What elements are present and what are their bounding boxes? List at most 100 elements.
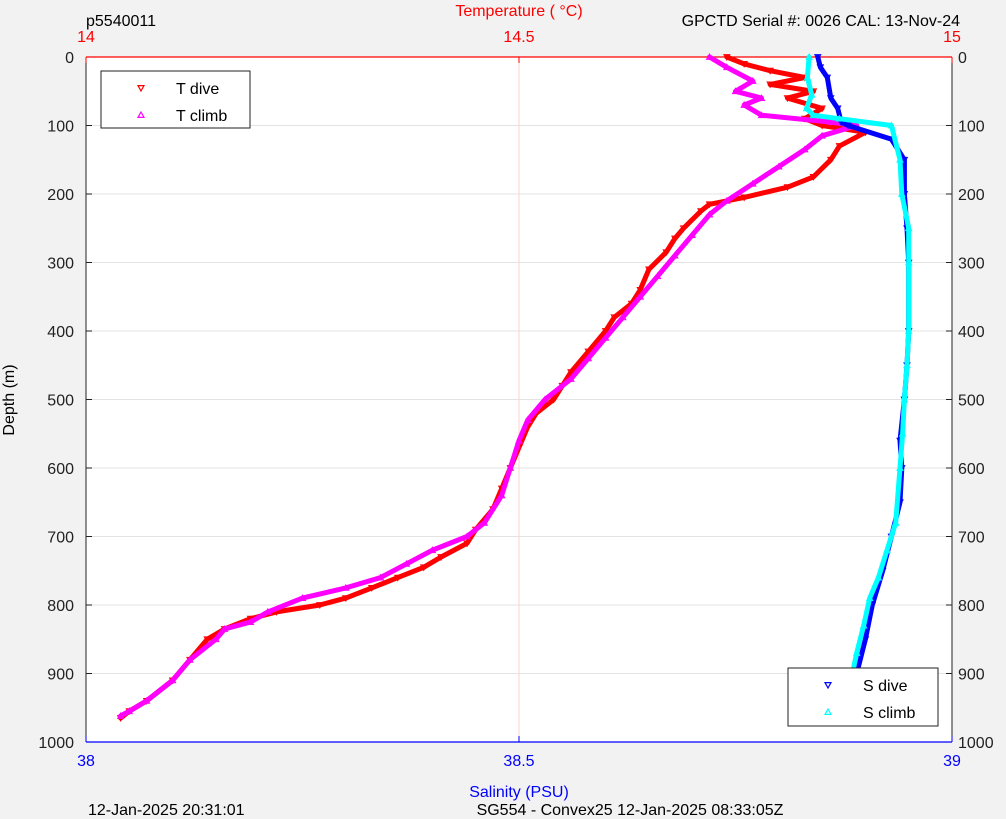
legend-marker	[136, 110, 146, 118]
data-point-t-climb	[748, 179, 757, 187]
data-point-s-dive	[900, 156, 909, 164]
y-tick-label-right: 600	[958, 461, 985, 478]
data-point-t-climb	[246, 618, 255, 626]
data-point-t-climb	[567, 374, 575, 382]
bottom-tick-label: 39	[943, 753, 961, 770]
data-point-t-climb	[748, 76, 757, 84]
data-point-t-climb	[653, 272, 662, 280]
data-series	[116, 52, 913, 723]
data-point-t-dive	[740, 60, 749, 68]
data-point-s-climb	[874, 573, 883, 581]
data-point-t-dive	[783, 184, 792, 192]
y-tick-label-left: 0	[65, 50, 74, 67]
data-point-t-dive	[645, 266, 653, 274]
bottom-tick-label: 38.5	[503, 753, 534, 770]
data-point-t-dive	[203, 636, 212, 644]
data-point-t-dive	[783, 95, 792, 103]
data-point-t-climb	[722, 63, 731, 71]
data-point-t-climb	[186, 655, 194, 663]
bottom-tick-label: 38	[77, 753, 95, 770]
legend-box	[100, 70, 251, 129]
y-tick-label-left: 700	[47, 530, 74, 547]
y-tick-label-right: 500	[958, 393, 985, 410]
y-tick-label-left: 600	[47, 461, 74, 478]
legend-label: T dive	[176, 81, 219, 98]
y-tick-label-left: 800	[47, 598, 74, 615]
top-tick-label: 14.5	[503, 29, 534, 46]
data-point-s-climb	[883, 546, 891, 554]
data-point-s-climb	[904, 224, 913, 232]
header-right: GPCTD Serial #: 0026 CAL: 13-Nov-24	[682, 13, 960, 30]
data-point-t-dive	[315, 602, 324, 610]
data-point-t-climb	[212, 635, 220, 643]
y-tick-label-left: 900	[47, 667, 74, 684]
data-point-t-climb	[497, 491, 506, 499]
data-point-s-climb	[802, 104, 811, 112]
data-point-t-dive	[722, 54, 731, 62]
y-tick-label-right: 0	[958, 50, 967, 67]
data-point-t-dive	[671, 235, 679, 243]
y-tick-label-right: 400	[958, 324, 985, 341]
y-tick-label-left: 500	[47, 393, 74, 410]
y-axis-label: Depth (m)	[1, 364, 18, 435]
legend-marker	[823, 682, 833, 690]
data-point-t-climb	[428, 546, 437, 554]
data-point-s-dive	[823, 74, 832, 82]
y-tick-label-right: 900	[958, 667, 985, 684]
bottom-axis-label: Salinity (PSU)	[469, 784, 569, 801]
y-tick-label-left: 100	[47, 119, 74, 136]
data-point-t-climb	[757, 111, 766, 119]
legend-marker	[823, 707, 833, 715]
data-point-t-climb	[757, 94, 766, 101]
data-point-t-dive	[419, 564, 428, 572]
data-point-s-climb	[835, 114, 844, 122]
data-point-s-climb	[896, 463, 904, 471]
data-point-t-dive	[549, 396, 558, 404]
data-point-s-climb	[904, 258, 913, 266]
data-point-t-climb	[523, 416, 532, 423]
data-point-s-climb	[852, 648, 861, 656]
data-point-t-climb	[688, 231, 697, 238]
data-point-t-dive	[679, 225, 688, 233]
header-left: p5540011	[86, 13, 156, 30]
data-point-t-dive	[341, 595, 350, 603]
data-point-s-dive	[861, 636, 870, 644]
y-tick-label-left: 1000	[38, 735, 74, 752]
data-point-t-climb	[298, 594, 307, 602]
data-point-t-climb	[671, 251, 679, 259]
data-point-s-climb	[900, 395, 909, 403]
footer-center: SG554 - Convex25 12-Jan-2025 08:33:05Z	[477, 802, 784, 819]
data-point-s-climb	[891, 518, 900, 526]
data-point-s-dive	[813, 54, 822, 62]
data-point-t-dive	[766, 81, 774, 89]
legend-box	[787, 667, 939, 727]
data-point-t-climb	[341, 583, 350, 591]
data-point-t-climb	[116, 711, 125, 719]
data-point-s-climb	[859, 621, 868, 629]
data-point-t-climb	[264, 607, 272, 615]
top-tick-label: 14	[77, 29, 95, 46]
data-point-t-dive	[367, 584, 376, 592]
data-point-t-climb	[480, 518, 489, 526]
y-tick-label-left: 400	[47, 324, 74, 341]
data-point-s-climb	[865, 594, 874, 602]
data-point-s-climb	[805, 52, 813, 60]
top-axis-label: Temperature ( °C)	[455, 3, 582, 20]
data-point-t-dive	[610, 314, 619, 322]
legend-label: T climb	[176, 108, 227, 125]
data-point-t-climb	[402, 559, 411, 567]
data-point-t-climb	[506, 463, 515, 471]
y-tick-label-right: 800	[958, 598, 985, 615]
series-line-s-climb	[804, 54, 912, 719]
data-point-s-climb	[807, 90, 816, 98]
axes: 0 0 100 100 200 200 300 300 400 400 500 500 600 600 70…	[38, 29, 993, 770]
y-tick-label-right: 1000	[958, 735, 994, 752]
data-point-t-climb	[463, 532, 471, 540]
data-point-s-climb	[898, 429, 907, 437]
data-point-s-dive	[833, 105, 842, 113]
legend-label: S climb	[863, 705, 916, 722]
data-point-t-climb	[142, 696, 151, 704]
series-line-t-climb	[118, 54, 860, 719]
footer-left: 12-Jan-2025 20:31:01	[88, 802, 245, 819]
